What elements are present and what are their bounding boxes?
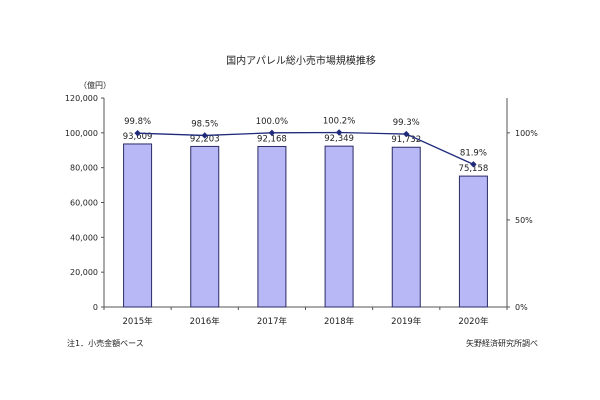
line-series: [137, 131, 474, 165]
x-tick-label: 2020年: [458, 316, 489, 327]
bar: [257, 145, 287, 308]
y-tick-label-left: 80,000: [70, 164, 98, 173]
line-marker: [134, 129, 141, 137]
source-note: 矢野経済研究所調べ: [466, 338, 538, 348]
line-value-label: 81.9%: [460, 148, 487, 158]
line-value-label: 100.2%: [323, 116, 355, 126]
x-tick-label: 2019年: [391, 316, 422, 327]
y-tick-label-left: 20,000: [70, 268, 98, 277]
line-marker: [268, 129, 276, 137]
bar: [324, 145, 354, 308]
x-tick-label: 2018年: [324, 316, 355, 327]
y-tick-label-right: 100%: [515, 129, 538, 138]
bar-value-label: 91,732: [391, 135, 421, 145]
line-marker: [201, 132, 208, 139]
y-unit-label: （億円）: [79, 80, 111, 90]
bar-value-label: 92,349: [324, 134, 354, 144]
plot-area: 0 20,000 40,000 60,000 80,000 100,000 120,000 0…: [65, 94, 538, 327]
bar: [458, 175, 488, 308]
line-marker: [335, 129, 343, 136]
y-tick-label-right: 0%: [515, 303, 528, 312]
y-tick-label-left: 0: [93, 303, 98, 312]
y-tick-label-left: 60,000: [70, 199, 98, 208]
line-value-label: 100.0%: [256, 117, 288, 127]
y-tick-label-left: 100,000: [65, 129, 98, 138]
y-tick-label-right: 50%: [515, 216, 533, 225]
bar-value-label: 92,203: [190, 134, 220, 144]
line-value-label: 98.5%: [191, 119, 218, 129]
line-value-label: 99.8%: [124, 117, 151, 127]
bar: [123, 143, 153, 308]
line-marker: [403, 130, 410, 138]
bar-value-label: 75,158: [459, 164, 489, 174]
x-tick-label: 2015年: [123, 316, 154, 327]
chart-title: 国内アパレル総小売市場規模推移: [226, 54, 376, 67]
line-value-label: 99.3%: [393, 118, 420, 128]
x-tick-label: 2016年: [190, 316, 221, 327]
x-tick-label: 2017年: [257, 316, 288, 327]
bar-value-label: 93,609: [123, 132, 153, 142]
line-marker: [470, 161, 477, 168]
bar: [391, 146, 421, 308]
y-tick-label-left: 40,000: [70, 233, 98, 242]
footnote: 注1．小売金額ベース: [67, 338, 144, 348]
bar-value-label: 92,168: [257, 134, 287, 144]
bar: [190, 145, 220, 308]
y-tick-label-left: 120,000: [65, 94, 98, 103]
